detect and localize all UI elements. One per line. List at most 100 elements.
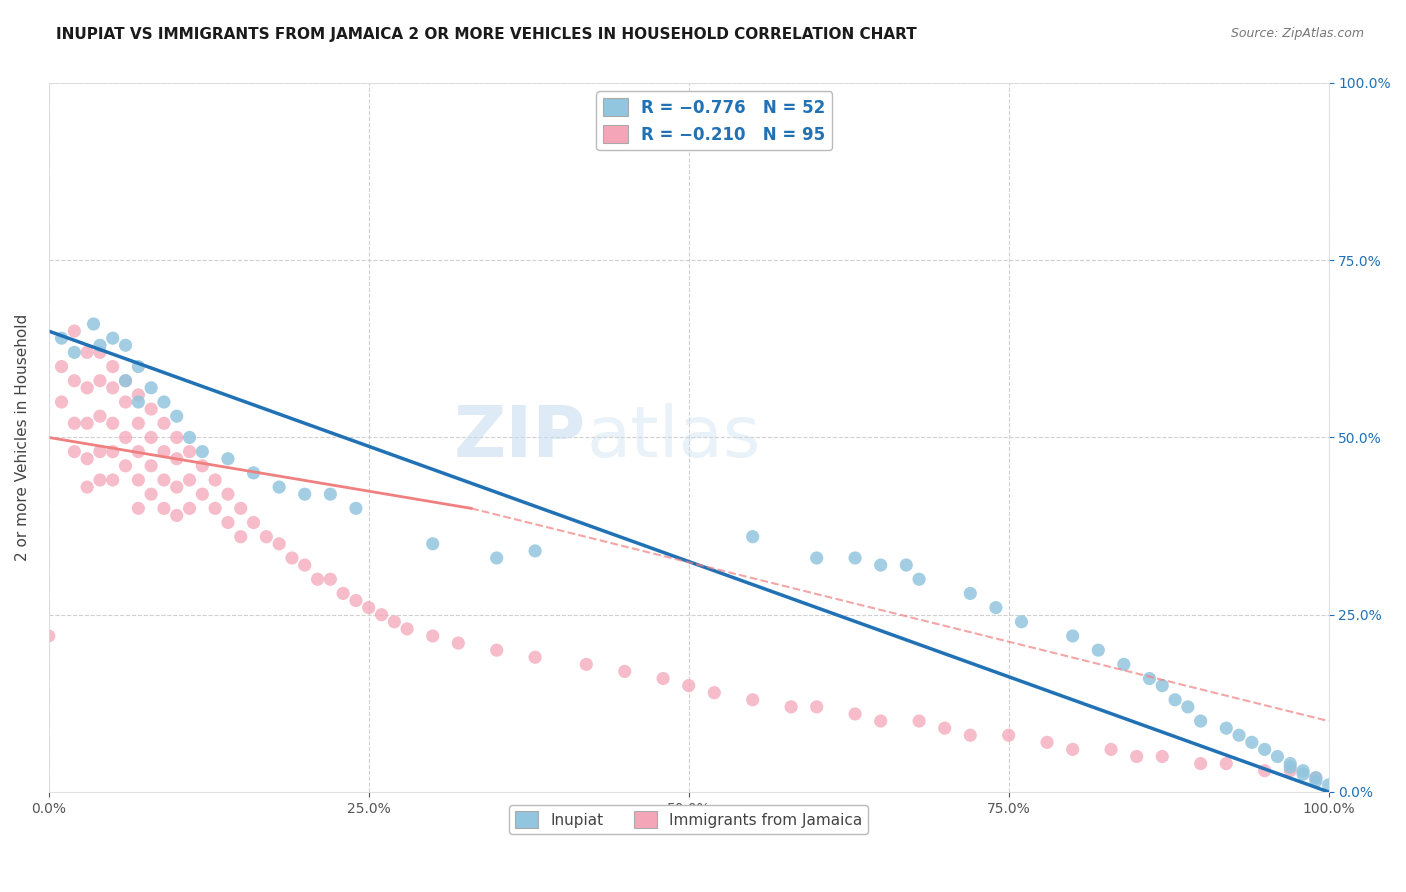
Point [1253, 764, 1275, 778]
Point [844, 551, 866, 566]
Point [1152, 749, 1174, 764]
Point [89, 338, 111, 352]
Y-axis label: 2 or more Vehicles in Household: 2 or more Vehicles in Household [15, 314, 30, 561]
Legend: Inupiat, Immigrants from Jamaica: Inupiat, Immigrants from Jamaica [509, 805, 869, 834]
Point [908, 714, 931, 728]
Point [344, 593, 367, 607]
Point [447, 636, 470, 650]
Point [1292, 767, 1315, 781]
Point [1215, 756, 1237, 771]
Point [1036, 735, 1059, 749]
Point [127, 359, 149, 374]
Point [191, 444, 214, 458]
Point [153, 417, 176, 431]
Point [741, 693, 763, 707]
Point [101, 444, 124, 458]
Point [485, 551, 508, 566]
Point [806, 699, 828, 714]
Point [1279, 760, 1302, 774]
Point [485, 643, 508, 657]
Point [127, 473, 149, 487]
Point [38, 629, 60, 643]
Point [1305, 771, 1327, 785]
Point [166, 480, 188, 494]
Point [1152, 679, 1174, 693]
Point [114, 374, 136, 388]
Point [139, 402, 162, 417]
Point [191, 458, 214, 473]
Point [780, 699, 803, 714]
Point [51, 395, 73, 409]
Point [76, 480, 98, 494]
Point [217, 487, 239, 501]
Point [524, 650, 547, 665]
Point [1279, 756, 1302, 771]
Point [76, 345, 98, 359]
Point [1062, 742, 1084, 756]
Text: atlas: atlas [586, 403, 761, 472]
Point [89, 473, 111, 487]
Point [422, 537, 444, 551]
Point [1062, 629, 1084, 643]
Point [127, 444, 149, 458]
Point [63, 417, 86, 431]
Point [166, 409, 188, 424]
Point [101, 331, 124, 345]
Point [63, 324, 86, 338]
Point [896, 558, 918, 572]
Point [76, 451, 98, 466]
Point [63, 345, 86, 359]
Point [281, 551, 304, 566]
Point [114, 338, 136, 352]
Point [114, 374, 136, 388]
Text: INUPIAT VS IMMIGRANTS FROM JAMAICA 2 OR MORE VEHICLES IN HOUSEHOLD CORRELATION C: INUPIAT VS IMMIGRANTS FROM JAMAICA 2 OR … [56, 27, 917, 42]
Point [959, 586, 981, 600]
Point [1227, 728, 1250, 742]
Point [422, 629, 444, 643]
Point [1305, 771, 1327, 785]
Point [1177, 699, 1199, 714]
Point [166, 451, 188, 466]
Point [179, 473, 201, 487]
Point [575, 657, 598, 672]
Point [934, 721, 956, 735]
Point [114, 395, 136, 409]
Point [242, 466, 264, 480]
Point [101, 473, 124, 487]
Point [127, 395, 149, 409]
Point [89, 374, 111, 388]
Point [153, 501, 176, 516]
Point [613, 665, 636, 679]
Point [139, 430, 162, 444]
Point [741, 530, 763, 544]
Point [269, 537, 291, 551]
Point [332, 586, 354, 600]
Point [1125, 749, 1147, 764]
Point [83, 317, 105, 331]
Point [63, 444, 86, 458]
Point [319, 487, 342, 501]
Point [166, 430, 188, 444]
Point [63, 374, 86, 388]
Point [1317, 778, 1340, 792]
Point [319, 572, 342, 586]
Point [89, 409, 111, 424]
Point [396, 622, 419, 636]
Point [524, 544, 547, 558]
Point [101, 417, 124, 431]
Point [114, 458, 136, 473]
Point [204, 501, 226, 516]
Point [76, 381, 98, 395]
Point [179, 430, 201, 444]
Point [844, 706, 866, 721]
Point [294, 558, 316, 572]
Point [1112, 657, 1135, 672]
Point [806, 551, 828, 566]
Point [1189, 714, 1212, 728]
Point [101, 359, 124, 374]
Point [127, 417, 149, 431]
Point [1087, 643, 1109, 657]
Point [269, 480, 291, 494]
Point [166, 508, 188, 523]
Point [153, 395, 176, 409]
